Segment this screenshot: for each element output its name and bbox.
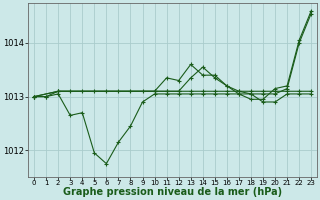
X-axis label: Graphe pression niveau de la mer (hPa): Graphe pression niveau de la mer (hPa) — [63, 187, 282, 197]
